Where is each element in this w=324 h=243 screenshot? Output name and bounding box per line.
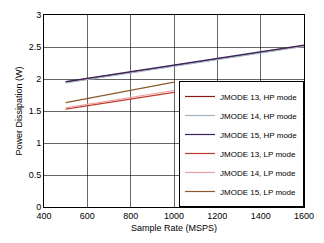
svg-text:1.5: 1.5	[29, 106, 42, 116]
svg-text:0.5: 0.5	[29, 170, 42, 180]
svg-text:2.5: 2.5	[29, 42, 42, 52]
svg-text:1000: 1000	[164, 211, 184, 221]
svg-text:JMODE 14, LP mode: JMODE 14, LP mode	[220, 169, 296, 178]
svg-text:Sample Rate (MSPS): Sample Rate (MSPS)	[131, 223, 217, 233]
svg-text:800: 800	[123, 211, 138, 221]
svg-text:3: 3	[36, 10, 41, 20]
svg-text:0: 0	[36, 202, 41, 212]
svg-text:Power Dissipation (W): Power Dissipation (W)	[14, 66, 24, 155]
svg-text:JMODE 15, HP mode: JMODE 15, HP mode	[220, 131, 297, 140]
svg-text:400: 400	[36, 211, 51, 221]
svg-text:1200: 1200	[207, 211, 227, 221]
svg-text:2: 2	[36, 74, 41, 84]
svg-text:600: 600	[80, 211, 95, 221]
svg-text:JMODE 13, HP mode: JMODE 13, HP mode	[220, 93, 297, 102]
svg-text:1400: 1400	[251, 211, 271, 221]
svg-text:JMODE 15, LP mode: JMODE 15, LP mode	[220, 188, 296, 197]
svg-text:JMODE 13, LP mode: JMODE 13, LP mode	[220, 150, 296, 159]
svg-text:1: 1	[36, 138, 41, 148]
svg-text:1600: 1600	[294, 211, 314, 221]
svg-text:JMODE 14, HP mode: JMODE 14, HP mode	[220, 112, 297, 121]
